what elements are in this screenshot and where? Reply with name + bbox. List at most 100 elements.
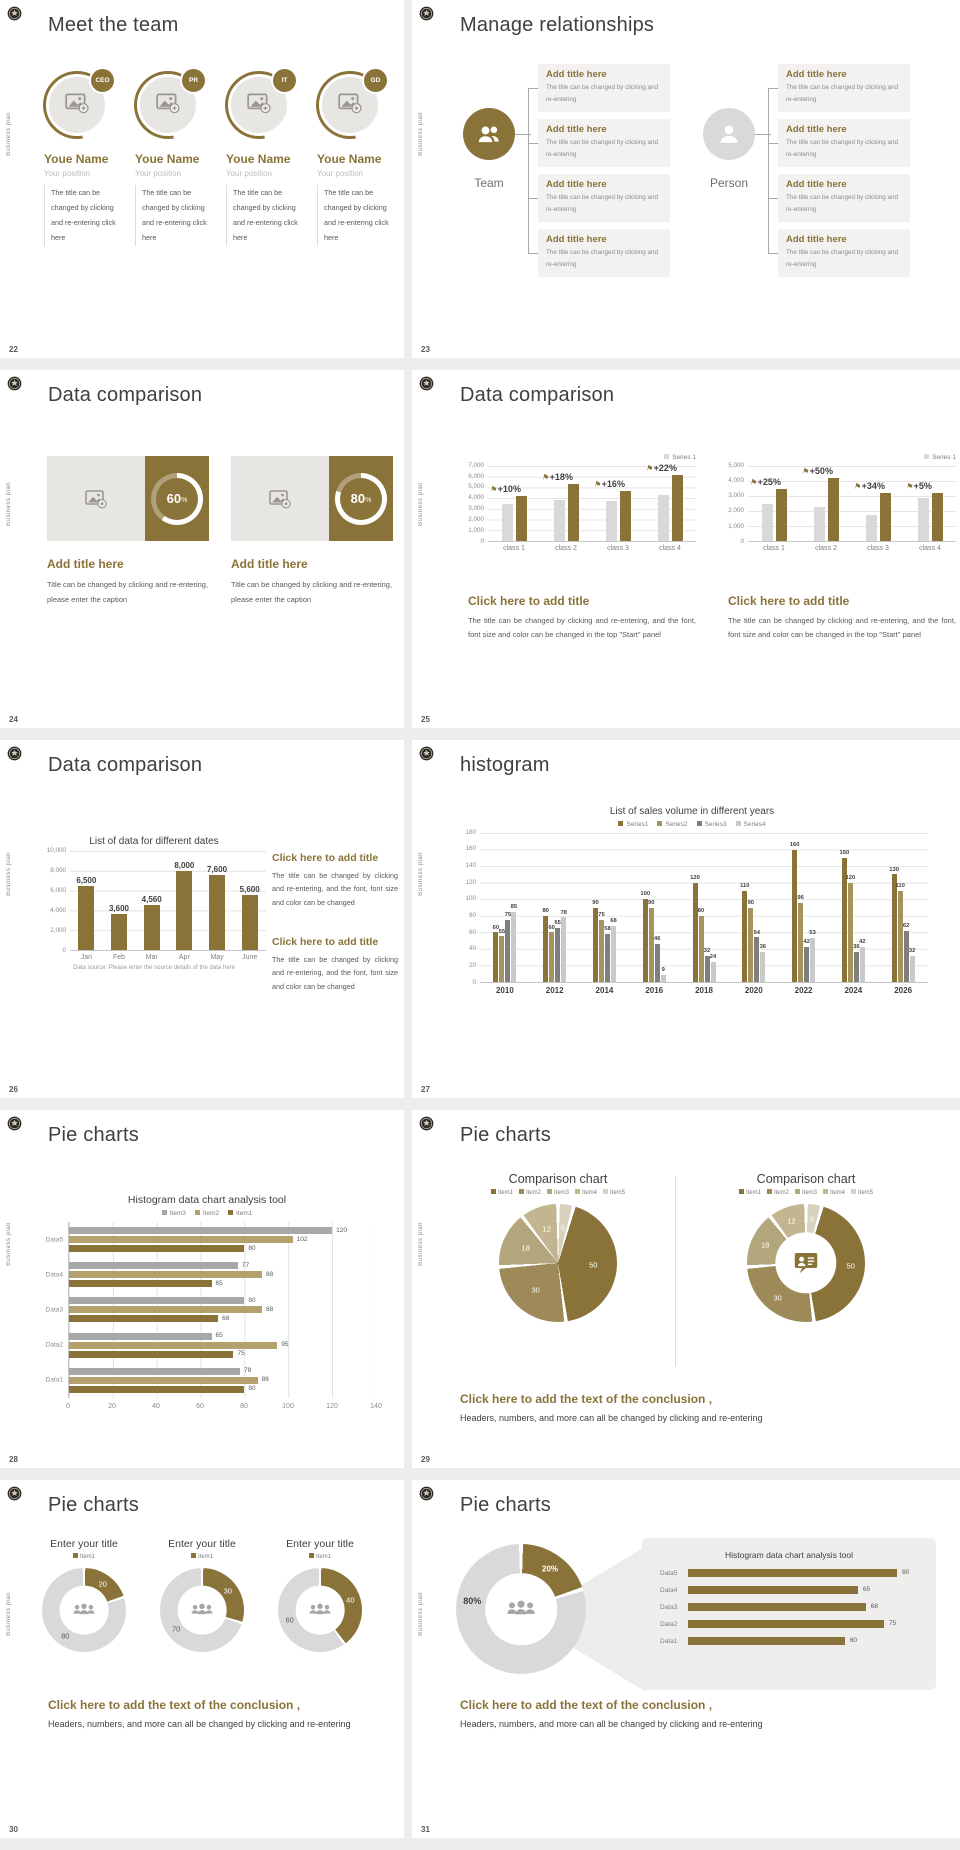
- big-donut-chart: 20% 80%: [456, 1544, 586, 1674]
- bar-group: Data1 78 86 80: [46, 1368, 376, 1393]
- bar-value-label: 6,500: [76, 875, 97, 885]
- bar-group: ⚑ +50%: [800, 466, 852, 541]
- bar: 80: [688, 1569, 909, 1577]
- dates-column-chart: List of data for different dates 10,000 8,…: [42, 836, 266, 971]
- y-tick-label: 2,000: [728, 507, 744, 515]
- slide-thumbnail-26[interactable]: Business plan Data comparison List of da…: [0, 740, 404, 1098]
- legend-swatch: [603, 1189, 609, 1194]
- bar-value-label: 120: [845, 874, 856, 881]
- bar: 110: [740, 883, 749, 982]
- image-placeholder: [47, 456, 145, 541]
- member-photo-frame: IT: [225, 67, 298, 139]
- bar: 54: [754, 930, 760, 982]
- slide-thumbnail-25[interactable]: Business plan Data comparison Series 1 7,…: [412, 370, 960, 728]
- legend-label: Series 1: [672, 454, 696, 461]
- bar: 120: [846, 875, 855, 982]
- legend-swatch: [194, 1210, 200, 1215]
- x-tick-label: 2010: [495, 986, 514, 995]
- flag-icon: ⚑: [748, 476, 758, 488]
- y-tick-label: 0: [740, 537, 744, 545]
- slide-thumbnail-22[interactable]: Business plan Meet the team CEO Youe Name…: [0, 0, 404, 358]
- bar-group: 8,000: [168, 851, 201, 950]
- legend-label: Series4: [743, 821, 766, 828]
- legend-swatch: [851, 1189, 857, 1194]
- bar-value-label: 80: [902, 1568, 910, 1576]
- chart-title: Enter your title: [50, 1538, 118, 1550]
- legend-swatch: [190, 1553, 196, 1558]
- bar-value-label: 68: [870, 1602, 878, 1610]
- bar-track: 75: [688, 1620, 918, 1628]
- bar-value-label: 80: [248, 1244, 256, 1252]
- bar-value-label: 4,560: [141, 894, 162, 904]
- row-5: Business plan Pie charts Enter your titl…: [0, 1480, 960, 1850]
- group-label: Person: [709, 176, 749, 190]
- box-text: The title can be changed by clicking and…: [546, 193, 659, 213]
- percent-panel: 80%: [329, 456, 393, 541]
- x-tick-label: June: [242, 954, 258, 961]
- logo-icon: [7, 376, 22, 391]
- slide-thumbnail-28[interactable]: Business plan Pie charts Histogram data …: [0, 1110, 404, 1468]
- y-tick-label: 0: [480, 537, 484, 545]
- bar: 65: [554, 921, 561, 982]
- legend-label: Item5: [858, 1190, 874, 1196]
- box-title: Add title here: [546, 178, 607, 190]
- box-title: Add title here: [786, 233, 847, 245]
- legend-swatch: [308, 1553, 314, 1558]
- y-tick-label: 40: [468, 945, 476, 953]
- bar-value-label: 5,600: [239, 884, 260, 894]
- legend-item: Item2: [518, 1189, 541, 1196]
- block-caption: The title can be changed by clicking and…: [728, 616, 956, 639]
- page-title: histogram: [460, 754, 550, 776]
- chart-legend: Item1: [28, 1553, 140, 1560]
- slide-thumbnail-31[interactable]: Business plan Pie charts 20% 80% Histogra…: [412, 1480, 960, 1838]
- legend-label: Series3: [704, 821, 727, 828]
- category-label: Data2: [660, 1620, 678, 1628]
- bar-value-label: 80: [248, 1296, 256, 1304]
- bar: 80: [698, 908, 704, 982]
- legend-item: Item3: [161, 1210, 186, 1217]
- bar: 58: [604, 926, 611, 982]
- legend-item: Series1: [618, 821, 648, 828]
- bar: 90: [748, 900, 754, 982]
- x-axis: class 1 class 2 class 3 class 4: [748, 545, 956, 552]
- slide-thumbnail-30[interactable]: Business plan Pie charts Enter your titl…: [0, 1480, 404, 1838]
- slide-thumbnail-23[interactable]: Business plan Manage relationships Team A…: [412, 0, 960, 358]
- side-label: Business plan: [6, 852, 12, 896]
- plot-area: Data5 120 102 80 Data4 77 88 65 Data3 80 88 68 Data2…: [46, 1222, 376, 1398]
- bar-group: 5,600: [233, 851, 266, 950]
- category-label: Data4: [45, 1271, 63, 1279]
- slide-thumbnail-29[interactable]: Business plan Pie charts Comparison char…: [412, 1110, 960, 1468]
- chart-title: Enter your title: [168, 1538, 236, 1550]
- side-label: Business plan: [6, 112, 12, 156]
- x-tick-label: 2024: [844, 986, 863, 995]
- box-title: Add title here: [786, 123, 847, 135]
- bar-value-label: 7,600: [207, 864, 228, 874]
- growth-text: +5%: [913, 481, 932, 491]
- bar: 88: [69, 1306, 273, 1314]
- relationship-diagram: Team Add title here The title can be chang…: [456, 64, 936, 277]
- conclusion-text: Headers, numbers, and more can all be ch…: [48, 1719, 351, 1729]
- divider: [675, 1176, 676, 1366]
- bar-value-label: 75: [237, 1349, 245, 1357]
- bar: [501, 503, 513, 541]
- x-tick-label: 2012: [545, 986, 564, 995]
- title-box: Add title here The title can be changed b…: [528, 118, 670, 167]
- title-box: Add title here The title can be changed b…: [768, 173, 910, 222]
- data-card: 80% Add title here Title can be changed by…: [231, 456, 393, 607]
- bar-group: 4,560: [135, 851, 168, 950]
- slice-label: 5: [810, 1214, 815, 1224]
- bar-group: 7,600: [201, 851, 234, 950]
- legend-swatch: [518, 1189, 524, 1194]
- side-label: Business plan: [418, 852, 424, 896]
- slide-thumbnail-24[interactable]: Business plan Data comparison 60% Add tit…: [0, 370, 404, 728]
- slide-thumbnail-27[interactable]: Business plan histogram List of sales vo…: [412, 740, 960, 1098]
- team-grid: CEO Youe Name Your position The title can b…: [43, 67, 398, 246]
- legend-label: Item1: [315, 1554, 331, 1560]
- side-label: Business plan: [6, 1592, 12, 1636]
- box-text: The title can be changed by clicking and…: [786, 193, 899, 213]
- bar-group: 60 55 75 85: [480, 833, 530, 982]
- page-title: Pie charts: [48, 1494, 139, 1516]
- growth-text: +34%: [861, 481, 885, 491]
- bar: 130: [889, 867, 899, 982]
- bar-value-label: 68: [610, 917, 617, 924]
